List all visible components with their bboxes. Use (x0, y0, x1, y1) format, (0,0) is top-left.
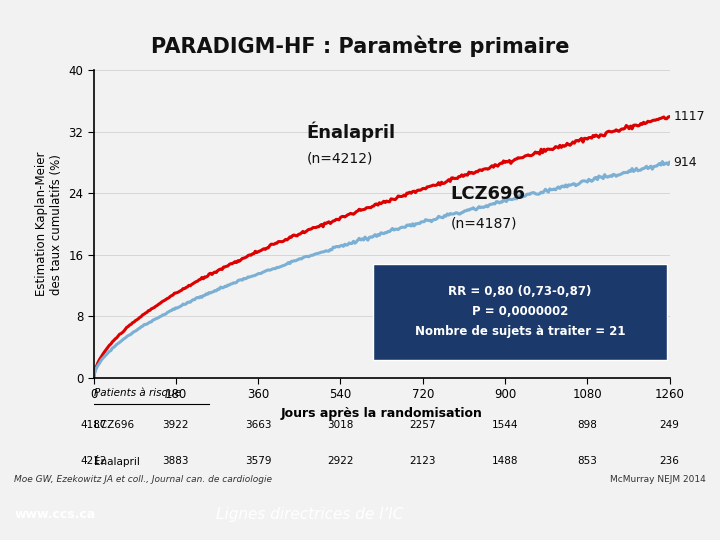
Text: LCZ696: LCZ696 (94, 420, 134, 430)
Text: Patients à risque: Patients à risque (94, 388, 181, 398)
Text: 2257: 2257 (410, 420, 436, 430)
Text: (n=4187): (n=4187) (451, 216, 517, 230)
Text: 3922: 3922 (163, 420, 189, 430)
Text: 3579: 3579 (245, 456, 271, 466)
Text: 249: 249 (660, 420, 680, 430)
Text: 236: 236 (660, 456, 680, 466)
Text: 1544: 1544 (492, 420, 518, 430)
Text: 3663: 3663 (245, 420, 271, 430)
Text: LCZ696: LCZ696 (451, 185, 526, 204)
Text: 898: 898 (577, 420, 598, 430)
Text: (n=4212): (n=4212) (307, 152, 373, 166)
Text: 2922: 2922 (327, 456, 354, 466)
Text: 4187: 4187 (81, 420, 107, 430)
Text: 3883: 3883 (163, 456, 189, 466)
FancyBboxPatch shape (373, 264, 667, 360)
Text: 1117: 1117 (673, 110, 705, 123)
Text: Énalapril: Énalapril (94, 455, 140, 467)
Text: 853: 853 (577, 456, 598, 466)
Y-axis label: Estimation Kaplan-Meier
des taux cumulatifs (%): Estimation Kaplan-Meier des taux cumulat… (35, 152, 63, 296)
Text: 3018: 3018 (328, 420, 354, 430)
Text: Moe GW, Ezekowitz JA et coll., Journal can. de cardiologie: Moe GW, Ezekowitz JA et coll., Journal c… (14, 475, 272, 484)
X-axis label: Jours après la randomisation: Jours après la randomisation (281, 407, 482, 420)
Text: 914: 914 (673, 156, 697, 168)
Text: McMurray NEJM 2014: McMurray NEJM 2014 (610, 475, 706, 484)
Text: 1488: 1488 (492, 456, 518, 466)
Text: www.ccs.ca: www.ccs.ca (14, 508, 96, 521)
Text: 2123: 2123 (410, 456, 436, 466)
Text: Lignes directrices de l’IC: Lignes directrices de l’IC (216, 507, 403, 522)
Text: Énalapril: Énalapril (307, 122, 396, 142)
Text: RR = 0,80 (0,73-0,87)
P = 0,0000002
Nombre de sujets à traiter = 21: RR = 0,80 (0,73-0,87) P = 0,0000002 Nomb… (415, 285, 625, 339)
Text: 4212: 4212 (81, 456, 107, 466)
Text: PARADIGM-HF : Paramètre primaire: PARADIGM-HF : Paramètre primaire (150, 35, 570, 57)
